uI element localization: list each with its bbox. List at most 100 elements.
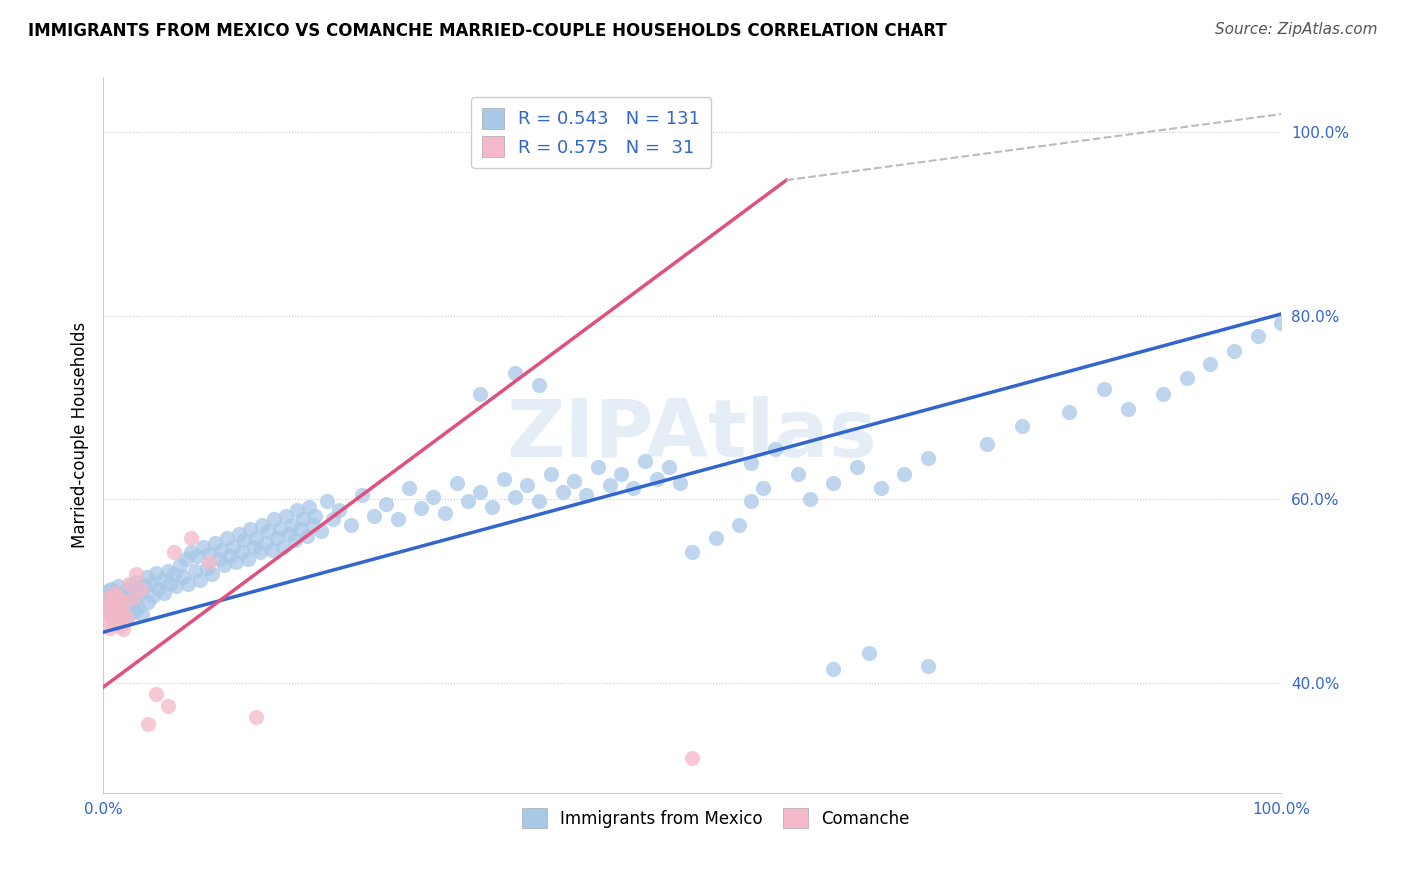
Point [505, 366, 527, 380]
Point [105, 586, 128, 600]
Point [159, 576, 181, 591]
Point [468, 484, 491, 499]
Point [669, 475, 692, 490]
Point [846, 460, 869, 475]
Point [115, 582, 138, 596]
Point [104, 600, 127, 615]
Point [398, 481, 420, 495]
Point [112, 589, 135, 603]
Point [193, 540, 215, 554]
Point [172, 570, 194, 584]
Point [169, 558, 191, 573]
Point [1092, 382, 1115, 396]
Point [298, 500, 321, 514]
Point [125, 574, 148, 589]
Point [163, 545, 186, 559]
Point [292, 512, 315, 526]
Point [575, 488, 598, 502]
Point [363, 508, 385, 523]
Point [1199, 357, 1222, 371]
Point [184, 564, 207, 578]
Point [295, 529, 318, 543]
Point [94, 602, 117, 616]
Point [100, 582, 122, 596]
Point [134, 579, 156, 593]
Point [1270, 316, 1292, 330]
Point [139, 576, 162, 591]
Point [254, 536, 277, 550]
Point [1223, 343, 1246, 358]
Point [239, 522, 262, 536]
Point [231, 545, 253, 559]
Point [586, 460, 609, 475]
Point [124, 604, 146, 618]
Point [98, 595, 121, 609]
Point [976, 437, 998, 451]
Point [704, 531, 727, 545]
Point [273, 540, 295, 554]
Point [120, 607, 142, 621]
Point [621, 481, 644, 495]
Point [97, 591, 120, 606]
Point [290, 522, 312, 536]
Point [145, 566, 167, 580]
Point [127, 600, 149, 615]
Point [207, 551, 229, 566]
Point [468, 386, 491, 401]
Point [893, 467, 915, 481]
Point [269, 522, 291, 536]
Point [104, 598, 127, 612]
Point [763, 442, 786, 456]
Point [645, 472, 668, 486]
Point [198, 547, 221, 561]
Point [121, 591, 143, 606]
Point [540, 467, 562, 481]
Point [219, 549, 242, 563]
Point [136, 595, 159, 609]
Point [823, 662, 845, 676]
Point [1116, 402, 1139, 417]
Point [111, 604, 134, 618]
Point [236, 551, 259, 566]
Legend: Immigrants from Mexico, Comanche: Immigrants from Mexico, Comanche [515, 802, 917, 834]
Point [135, 570, 157, 584]
Point [105, 589, 128, 603]
Point [309, 524, 332, 539]
Point [243, 540, 266, 554]
Point [103, 591, 125, 606]
Point [225, 555, 247, 569]
Point [516, 478, 538, 492]
Point [96, 602, 118, 616]
Point [411, 501, 433, 516]
Point [562, 474, 585, 488]
Point [527, 377, 550, 392]
Point [1011, 418, 1033, 433]
Point [257, 524, 280, 539]
Point [112, 595, 135, 609]
Point [163, 567, 186, 582]
Point [150, 573, 173, 587]
Text: Source: ZipAtlas.com: Source: ZipAtlas.com [1215, 22, 1378, 37]
Point [118, 576, 141, 591]
Point [551, 484, 574, 499]
Point [457, 494, 479, 508]
Point [1246, 329, 1268, 343]
Point [125, 567, 148, 582]
Point [374, 497, 396, 511]
Point [110, 591, 132, 606]
Point [121, 595, 143, 609]
Point [97, 583, 120, 598]
Point [1175, 371, 1198, 385]
Point [98, 589, 121, 603]
Point [387, 512, 409, 526]
Point [117, 598, 139, 612]
Point [287, 503, 309, 517]
Point [610, 467, 633, 481]
Point [209, 542, 232, 557]
Point [316, 494, 339, 508]
Point [131, 607, 153, 621]
Point [156, 698, 179, 713]
Point [740, 494, 762, 508]
Point [869, 481, 891, 495]
Point [129, 582, 152, 596]
